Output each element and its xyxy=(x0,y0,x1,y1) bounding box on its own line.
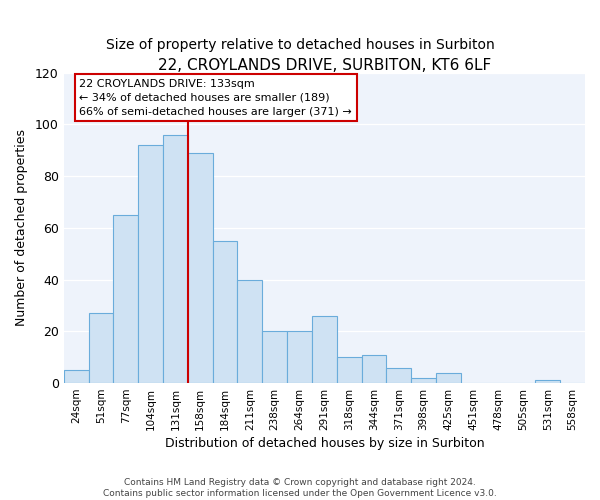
Bar xyxy=(287,332,312,383)
X-axis label: Distribution of detached houses by size in Surbiton: Distribution of detached houses by size … xyxy=(164,437,484,450)
Bar xyxy=(386,368,411,383)
Bar xyxy=(535,380,560,383)
Y-axis label: Number of detached properties: Number of detached properties xyxy=(15,130,28,326)
Text: 22 CROYLANDS DRIVE: 133sqm
← 34% of detached houses are smaller (189)
66% of sem: 22 CROYLANDS DRIVE: 133sqm ← 34% of deta… xyxy=(79,78,352,116)
Bar xyxy=(212,240,238,383)
Bar xyxy=(64,370,89,383)
Bar xyxy=(113,215,138,383)
Bar xyxy=(411,378,436,383)
Bar xyxy=(312,316,337,383)
Bar xyxy=(238,280,262,383)
Title: 22, CROYLANDS DRIVE, SURBITON, KT6 6LF: 22, CROYLANDS DRIVE, SURBITON, KT6 6LF xyxy=(158,58,491,72)
Bar xyxy=(436,372,461,383)
Text: Size of property relative to detached houses in Surbiton: Size of property relative to detached ho… xyxy=(106,38,494,52)
Bar xyxy=(163,134,188,383)
Bar xyxy=(188,152,212,383)
Bar xyxy=(337,357,362,383)
Bar xyxy=(138,145,163,383)
Bar xyxy=(262,332,287,383)
Text: Contains HM Land Registry data © Crown copyright and database right 2024.
Contai: Contains HM Land Registry data © Crown c… xyxy=(103,478,497,498)
Bar xyxy=(89,313,113,383)
Bar xyxy=(362,354,386,383)
